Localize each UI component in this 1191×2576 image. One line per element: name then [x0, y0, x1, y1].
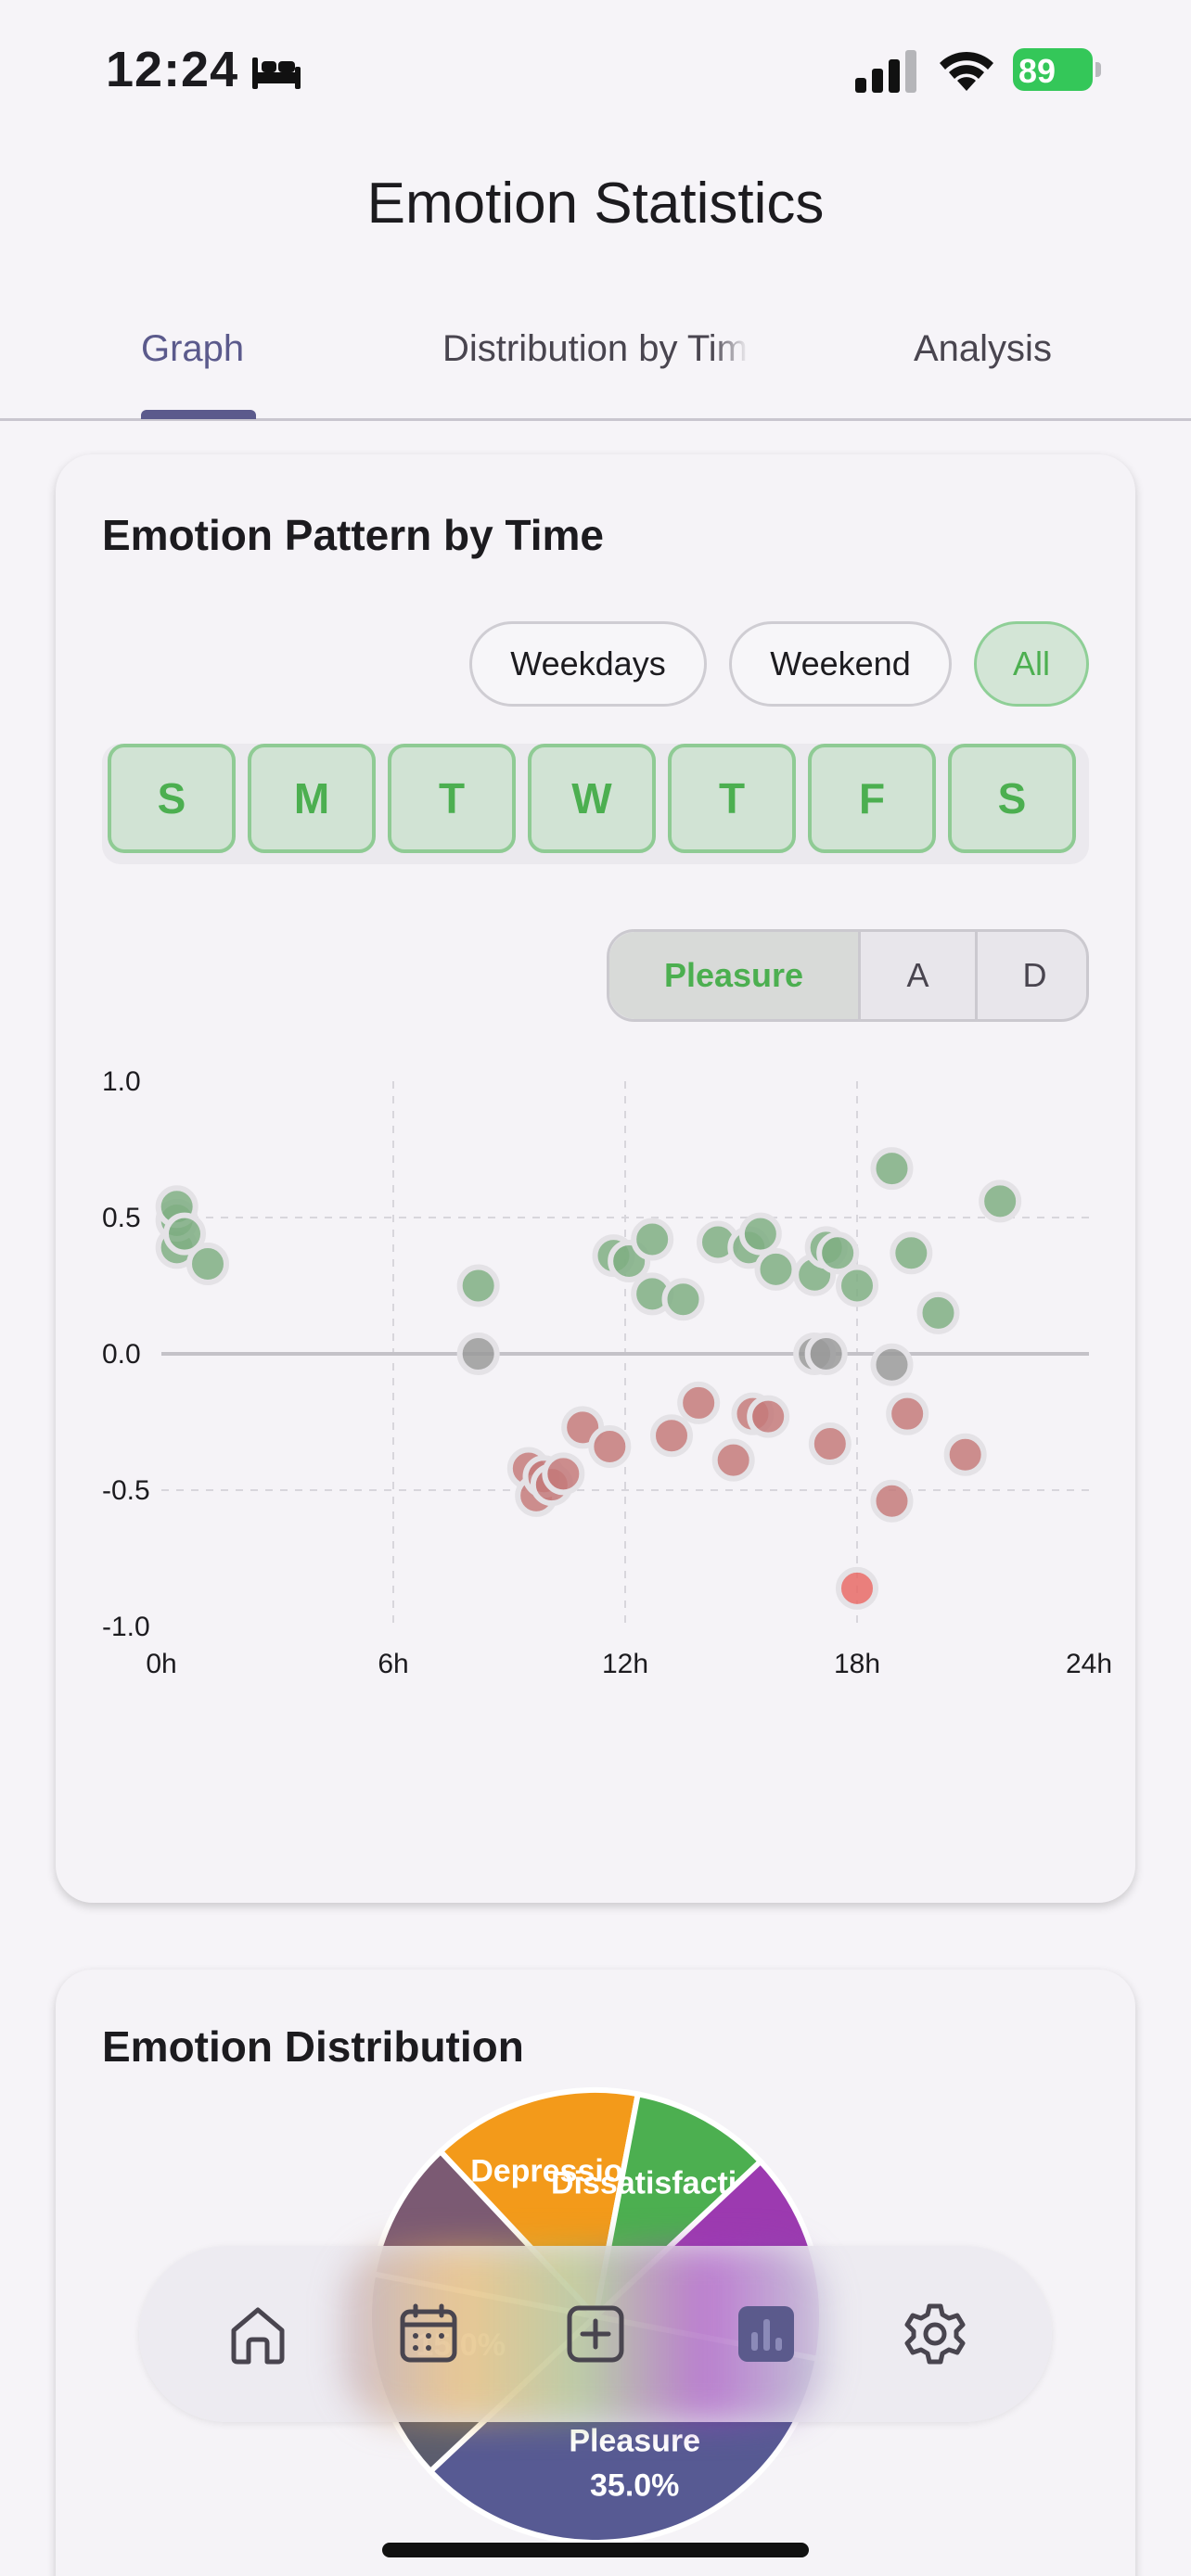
scatter-point[interactable]	[836, 1264, 878, 1307]
home-indicator	[382, 2543, 809, 2557]
day-button-thursday[interactable]: T	[668, 744, 796, 853]
x-tick-label: 6h	[378, 1649, 408, 1679]
scatter-point[interactable]	[588, 1424, 632, 1468]
battery-icon: 89	[1013, 48, 1102, 91]
day-selector: S M T W T F S	[102, 744, 1089, 864]
x-tick-label: 24h	[1066, 1649, 1112, 1679]
scatter-point[interactable]	[456, 1333, 500, 1375]
stats-icon[interactable]	[729, 2297, 803, 2371]
scatter-point[interactable]	[890, 1231, 933, 1275]
page-title: Emotion Statistics	[366, 172, 825, 236]
scatter-point[interactable]	[804, 1333, 848, 1375]
y-tick-label: -0.5	[102, 1475, 150, 1506]
tab-graph[interactable]: Graph	[141, 328, 245, 369]
pie-slice-label: Pleasure	[569, 2423, 700, 2458]
status-bar: 12:24 89	[0, 0, 1191, 139]
scatter-point[interactable]	[456, 1264, 500, 1307]
scatter-point[interactable]	[886, 1392, 929, 1435]
day-button-wednesday[interactable]: W	[528, 744, 656, 853]
bottom-navigation	[139, 2246, 1052, 2422]
battery-level: 89	[1018, 52, 1057, 90]
day-button-saturday[interactable]: S	[948, 744, 1076, 853]
tab-distribution-by-time[interactable]: Distribution by Time	[442, 328, 749, 370]
pie-slice-percent: 35.0%	[590, 2468, 679, 2503]
x-tick-label: 0h	[146, 1649, 176, 1679]
tab-analysis[interactable]: Analysis	[914, 328, 1052, 369]
scatter-point[interactable]	[661, 1278, 705, 1321]
scatter-point[interactable]	[754, 1247, 798, 1291]
distribution-card-title: Emotion Distribution	[102, 2022, 524, 2071]
segment-dominance[interactable]: D	[975, 932, 1086, 1019]
scatter-point[interactable]	[542, 1452, 585, 1496]
scatter-point[interactable]	[943, 1433, 987, 1476]
scatter-point[interactable]	[916, 1291, 960, 1334]
day-button-tuesday[interactable]: T	[388, 744, 516, 853]
cellular-signal-icon	[855, 50, 916, 93]
bed-icon	[252, 57, 301, 89]
status-time: 12:24	[106, 42, 239, 97]
segment-arousal[interactable]: A	[858, 932, 975, 1019]
calendar-icon[interactable]	[391, 2297, 466, 2371]
tab-indicator	[141, 410, 256, 419]
day-button-sunday[interactable]: S	[108, 744, 236, 853]
add-icon[interactable]	[558, 2297, 633, 2371]
y-tick-label: -1.0	[102, 1612, 150, 1642]
scatter-point[interactable]	[808, 1422, 852, 1466]
scatter-point[interactable]	[816, 1231, 860, 1275]
scatter-point[interactable]	[747, 1395, 790, 1438]
scatter-point[interactable]	[979, 1180, 1022, 1223]
tab-bar: Graph Distribution by Time Analysis	[0, 306, 1191, 421]
scatter-point[interactable]	[870, 1343, 914, 1386]
dimension-segmented-control: Pleasure A D	[607, 929, 1089, 1022]
day-button-monday[interactable]: M	[248, 744, 376, 853]
scatter-point[interactable]	[186, 1242, 229, 1285]
filter-chip-weekdays[interactable]: Weekdays	[469, 621, 707, 707]
scatter-point[interactable]	[738, 1212, 782, 1256]
day-button-friday[interactable]: F	[808, 744, 936, 853]
scatter-point[interactable]	[677, 1381, 721, 1424]
filter-chip-weekend[interactable]: Weekend	[729, 621, 952, 707]
pie-slice-label: Depression	[470, 2154, 642, 2189]
wifi-icon	[940, 51, 993, 91]
scatter-point[interactable]	[836, 1566, 878, 1610]
scatter-point[interactable]	[163, 1212, 206, 1256]
y-tick-label: 1.0	[102, 1066, 141, 1097]
filter-chip-all[interactable]: All	[974, 621, 1089, 707]
x-tick-label: 12h	[602, 1649, 648, 1679]
x-tick-label: 18h	[834, 1649, 880, 1679]
scatter-point[interactable]	[650, 1414, 693, 1458]
pattern-card-title: Emotion Pattern by Time	[102, 511, 605, 559]
scatter-point[interactable]	[711, 1438, 755, 1482]
y-tick-label: 0.5	[102, 1203, 141, 1233]
home-icon[interactable]	[221, 2297, 295, 2371]
scatter-chart: 0h 6h 12h 18h 24h 1.0 0.5 0.0 -0.5 -1.0	[102, 1066, 1112, 1679]
scatter-point[interactable]	[631, 1218, 674, 1261]
y-tick-label: 0.0	[102, 1339, 141, 1370]
settings-icon[interactable]	[898, 2297, 972, 2371]
segment-pleasure[interactable]: Pleasure	[609, 932, 858, 1019]
scatter-point[interactable]	[870, 1147, 914, 1191]
scatter-point[interactable]	[870, 1479, 914, 1523]
emotion-pattern-card: 0h 6h 12h 18h 24h 1.0 0.5 0.0 -0.5 -1.0 Emotion P…	[56, 454, 1135, 1903]
